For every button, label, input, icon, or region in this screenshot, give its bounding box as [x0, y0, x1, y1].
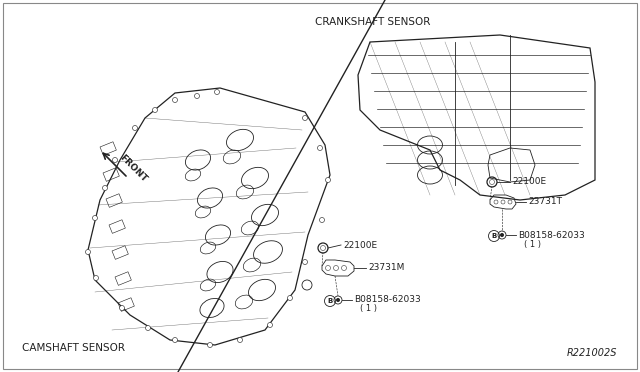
- Circle shape: [319, 218, 324, 222]
- Circle shape: [93, 276, 99, 280]
- Bar: [103, 168, 119, 181]
- Circle shape: [500, 233, 504, 237]
- Text: ( 1 ): ( 1 ): [360, 305, 377, 314]
- Circle shape: [237, 337, 243, 343]
- Circle shape: [173, 337, 177, 343]
- Circle shape: [287, 295, 292, 301]
- Text: B: B: [492, 233, 497, 239]
- Circle shape: [336, 298, 340, 302]
- Circle shape: [113, 157, 118, 163]
- Circle shape: [132, 125, 138, 131]
- Text: CAMSHAFT SENSOR: CAMSHAFT SENSOR: [22, 343, 125, 353]
- Text: CRANKSHAFT SENSOR: CRANKSHAFT SENSOR: [315, 17, 430, 27]
- Circle shape: [303, 260, 307, 264]
- Text: B08158-62033: B08158-62033: [354, 295, 420, 305]
- Circle shape: [207, 343, 212, 347]
- Circle shape: [93, 215, 97, 221]
- Text: B: B: [328, 298, 333, 304]
- Circle shape: [102, 186, 108, 190]
- Text: FRONT: FRONT: [118, 153, 149, 183]
- Circle shape: [120, 305, 125, 311]
- Circle shape: [303, 115, 307, 121]
- Bar: [106, 194, 122, 207]
- Circle shape: [145, 326, 150, 330]
- Text: B08158-62033: B08158-62033: [518, 231, 585, 240]
- Text: 23731M: 23731M: [368, 263, 404, 273]
- Text: ( 1 ): ( 1 ): [524, 240, 541, 248]
- Circle shape: [317, 145, 323, 151]
- Circle shape: [86, 250, 90, 254]
- Circle shape: [195, 93, 200, 99]
- Bar: [118, 298, 134, 311]
- Bar: [112, 246, 129, 259]
- Text: 23731T: 23731T: [528, 198, 562, 206]
- Circle shape: [214, 90, 220, 94]
- Circle shape: [268, 323, 273, 327]
- Text: 22100E: 22100E: [343, 241, 377, 250]
- Circle shape: [173, 97, 177, 103]
- Circle shape: [326, 177, 330, 183]
- Bar: [115, 272, 131, 285]
- Text: R221002S: R221002S: [566, 348, 617, 358]
- Bar: [109, 220, 125, 233]
- Circle shape: [152, 108, 157, 112]
- Text: 22100E: 22100E: [512, 177, 546, 186]
- Bar: [100, 142, 116, 155]
